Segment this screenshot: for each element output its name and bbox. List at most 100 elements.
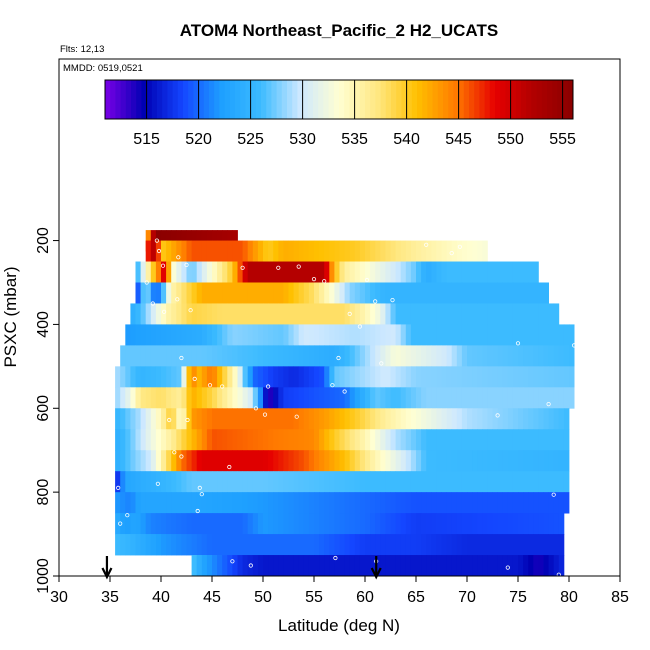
heatmap-cell [380, 471, 386, 493]
heatmap-cell [349, 240, 356, 262]
heatmap-cell [390, 513, 396, 535]
heatmap-cell [206, 387, 213, 409]
heatmap-cell [186, 387, 192, 409]
heatmap-cell [569, 387, 575, 409]
heatmap-cell [145, 345, 152, 367]
heatmap-cell [268, 387, 274, 409]
heatmap-cell [263, 282, 269, 304]
heatmap-cell [477, 345, 483, 367]
heatmap-cell [329, 534, 335, 556]
heatmap-cell [507, 555, 514, 577]
heatmap-cell [324, 324, 330, 346]
heatmap-cell [324, 429, 330, 451]
heatmap-cell [283, 408, 289, 430]
heatmap-cell [375, 324, 381, 346]
heatmap-cell [487, 408, 493, 430]
heatmap-cell [125, 429, 131, 451]
heatmap-cell [334, 303, 340, 325]
heatmap-cell [232, 303, 238, 325]
heatmap-cell [125, 324, 131, 346]
heatmap-cell [339, 492, 345, 514]
colorbar-segment [167, 80, 173, 119]
heatmap-cell [344, 408, 351, 430]
heatmap-cell [385, 450, 391, 472]
heatmap-cell [176, 492, 182, 514]
heatmap-cell [487, 303, 493, 325]
heatmap-cell [426, 471, 432, 493]
heatmap-cell [252, 492, 259, 514]
heatmap-cell [416, 408, 422, 430]
heatmap-cell [314, 450, 320, 472]
heatmap-cell [227, 534, 233, 556]
heatmap-cell [553, 492, 560, 514]
heatmap-cell [171, 345, 177, 367]
heatmap-cell [426, 240, 432, 262]
heatmap-cell [359, 534, 366, 556]
heatmap-cell [196, 345, 203, 367]
sample-point [188, 308, 193, 313]
x-tick-label: 35 [101, 589, 119, 606]
heatmap-cell [497, 555, 504, 577]
colorbar-segment [224, 80, 231, 119]
heatmap-cell [166, 324, 172, 346]
heatmap-cell [543, 345, 549, 367]
heatmap-cell [155, 345, 162, 367]
heatmap-cell [308, 387, 315, 409]
heatmap-cell [329, 303, 335, 325]
heatmap-cell [446, 261, 453, 283]
heatmap-cell [344, 345, 351, 367]
heatmap-cell [548, 555, 555, 577]
heatmap-cell [324, 408, 330, 430]
heatmap-cell [135, 513, 141, 535]
heatmap-cell [314, 408, 320, 430]
heatmap-cell [242, 534, 249, 556]
heatmap-cell [268, 345, 274, 367]
heatmap-cell [176, 345, 182, 367]
heatmap-cell [400, 492, 407, 514]
heatmap-cell [339, 429, 345, 451]
heatmap-cell [176, 534, 182, 556]
heatmap-cell [533, 429, 539, 451]
heatmap-cell [467, 555, 473, 577]
heatmap-cell [278, 513, 284, 535]
heatmap-cell [201, 303, 208, 325]
heatmap-cell [523, 471, 529, 493]
heatmap-cell [303, 282, 310, 304]
heatmap-cell [492, 471, 498, 493]
heatmap-cell [523, 345, 529, 367]
heatmap-cell [451, 429, 458, 451]
heatmap-cell [140, 492, 147, 514]
heatmap-cell [247, 492, 254, 514]
heatmap-cell [206, 366, 213, 388]
heatmap-cell [354, 429, 361, 451]
heatmap-cell [273, 345, 279, 367]
heatmap-cell [181, 303, 187, 325]
heatmap-cell [507, 513, 514, 535]
heatmap-cell [303, 261, 310, 283]
heatmap-cell [150, 387, 157, 409]
colorbar-segment [463, 80, 470, 119]
heatmap-cell [140, 429, 147, 451]
heatmap-cell [344, 429, 351, 451]
heatmap-cell [528, 303, 534, 325]
heatmap-cell [176, 324, 182, 346]
heatmap-cell [344, 513, 351, 535]
heatmap-cell [472, 240, 478, 262]
heatmap-cell [319, 555, 325, 577]
heatmap-cell [446, 345, 453, 367]
heatmap-cell [472, 366, 478, 388]
heatmap-cell [528, 387, 534, 409]
heatmap-cell [314, 324, 320, 346]
heatmap-cell [217, 240, 223, 262]
heatmap-cell [370, 555, 376, 577]
sample-point [220, 384, 225, 389]
heatmap-cell [487, 492, 493, 514]
colorbar-segment [120, 80, 127, 119]
heatmap-cell [232, 534, 238, 556]
heatmap-cell [120, 492, 126, 514]
sample-point [175, 297, 180, 302]
heatmap-cell [130, 450, 136, 472]
heatmap-cell [400, 324, 407, 346]
sample-point [109, 385, 115, 390]
